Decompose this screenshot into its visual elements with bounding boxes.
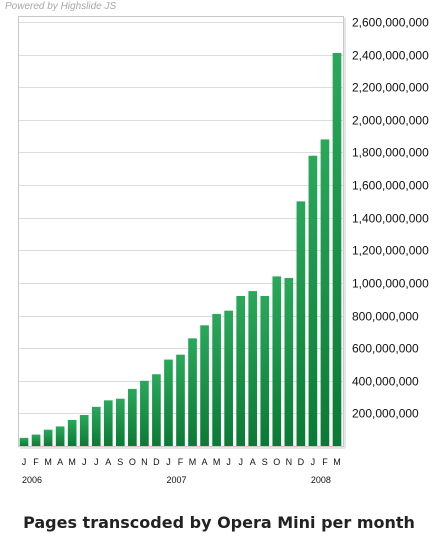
frame-border [18, 16, 344, 447]
bar[interactable] [19, 437, 29, 446]
y-tick-label: 2,000,000,000 [352, 114, 429, 128]
bar[interactable] [188, 338, 197, 446]
y-tick-label: 1,000,000,000 [352, 277, 429, 291]
bar[interactable] [260, 295, 270, 446]
bar[interactable] [332, 52, 342, 446]
x-tick-label: J [226, 457, 231, 467]
year-label: 2007 [166, 475, 186, 485]
x-tick-label: F [322, 457, 328, 467]
x-tick-label: J [22, 457, 27, 467]
bar[interactable] [67, 419, 77, 446]
highslide-credit[interactable]: Powered by Highslide JS [5, 1, 117, 12]
bar[interactable] [43, 429, 53, 446]
y-tick-label: 600,000,000 [352, 342, 419, 356]
bar[interactable] [320, 139, 330, 447]
bar[interactable] [79, 415, 89, 446]
bar[interactable] [284, 278, 294, 446]
bar[interactable] [140, 380, 149, 446]
bar[interactable] [91, 406, 101, 446]
y-tick-label: 1,200,000,000 [352, 244, 429, 258]
y-tick-label: 1,600,000,000 [352, 179, 429, 193]
bars [19, 52, 342, 447]
x-tick-label: A [250, 457, 256, 467]
year-label: 2008 [311, 475, 331, 485]
x-tick-label: O [129, 457, 136, 467]
x-tick-label: N [141, 457, 148, 467]
x-tick-label: F [33, 457, 39, 467]
bar[interactable] [212, 313, 221, 446]
y-tick-label: 1,800,000,000 [352, 146, 429, 160]
x-tick-label: M [68, 457, 76, 467]
bar[interactable] [152, 374, 161, 446]
bar[interactable] [164, 359, 173, 446]
x-tick-label: M [44, 457, 52, 467]
x-tick-label: S [262, 457, 268, 467]
bar[interactable] [308, 155, 318, 446]
x-tick-label: N [286, 457, 293, 467]
x-tick-label: J [82, 457, 87, 467]
bar[interactable] [31, 434, 41, 446]
x-tick-label: D [153, 457, 160, 467]
plot-frame [18, 16, 346, 449]
x-tick-label: F [178, 457, 184, 467]
x-tick-label: D [298, 457, 305, 467]
y-tick-label: 200,000,000 [352, 407, 419, 421]
x-tick-label: M [189, 457, 197, 467]
bar[interactable] [103, 400, 113, 446]
y-tick-label: 1,400,000,000 [352, 212, 429, 226]
y-tick-label: 2,200,000,000 [352, 81, 429, 95]
y-tick-label: 800,000,000 [352, 310, 419, 324]
x-tick-label: M [333, 457, 341, 467]
bar[interactable] [248, 291, 258, 446]
x-tick-label: J [166, 457, 171, 467]
year-labels: 2006 2007 2008 [22, 475, 331, 485]
x-tick-label: O [273, 457, 280, 467]
y-tick-label: 2,600,000,000 [352, 16, 429, 30]
x-tick-label: M [213, 457, 221, 467]
chart-caption: Pages transcoded by Opera Mini per month [23, 513, 415, 532]
year-label: 2006 [22, 475, 42, 485]
x-tick-label: J [238, 457, 243, 467]
y-tick-label: 2,400,000,000 [352, 49, 429, 63]
y-tick-label: 400,000,000 [352, 375, 419, 389]
bar[interactable] [224, 310, 233, 446]
bar[interactable] [272, 276, 282, 446]
x-tick-label: S [117, 457, 123, 467]
bar[interactable] [55, 426, 65, 446]
x-tick-label: A [202, 457, 208, 467]
y-axis-labels: 200,000,000 400,000,000 600,000,000 800,000… [352, 16, 429, 421]
x-tick-label: J [94, 457, 99, 467]
bar[interactable] [128, 388, 137, 446]
bar[interactable] [296, 201, 306, 446]
x-tick-label: A [57, 457, 63, 467]
bar[interactable] [115, 398, 125, 446]
x-tick-label: A [105, 457, 111, 467]
bar[interactable] [200, 325, 209, 446]
bar[interactable] [176, 354, 185, 446]
x-tick-label: J [311, 457, 316, 467]
bar[interactable] [236, 295, 246, 446]
